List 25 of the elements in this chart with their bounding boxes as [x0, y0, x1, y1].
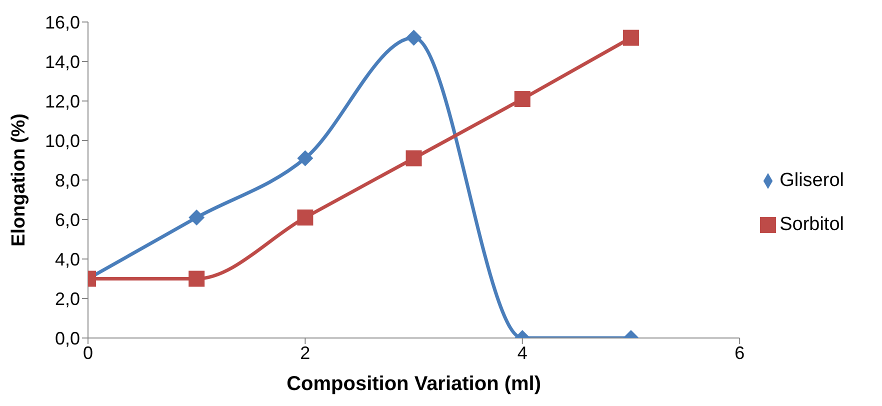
y-tick-label: 10,0	[44, 130, 80, 151]
point	[188, 210, 205, 226]
legend-label: Gliserol	[780, 170, 844, 191]
point	[188, 270, 205, 287]
point	[622, 30, 639, 46]
point	[406, 150, 422, 166]
y-tick-label: 14,0	[44, 52, 80, 72]
x-tick-label: 2	[300, 342, 310, 363]
point	[406, 30, 422, 46]
y-tick-label: 0,0	[54, 328, 80, 348]
point	[297, 210, 314, 226]
x-tick-label: 4	[517, 342, 528, 363]
x-tick-label: 0	[82, 342, 94, 363]
x-tick-label: 6	[734, 342, 745, 363]
y-tick-label: 12,0	[44, 91, 80, 112]
x-axis-title: Composition Variation (ml)	[286, 373, 542, 395]
y-axis-title: Elongation (%)	[8, 114, 30, 246]
y-tick-label: 8,0	[54, 170, 80, 190]
point	[514, 91, 530, 108]
y-tick-label: 16,0	[44, 12, 80, 32]
y-tick-label: 2,0	[54, 288, 80, 309]
point	[297, 150, 314, 166]
legend-label: Sorbitol	[780, 214, 844, 235]
y-tick-label: 6,0	[54, 210, 80, 230]
y-tick-label: 4,0	[54, 249, 80, 270]
